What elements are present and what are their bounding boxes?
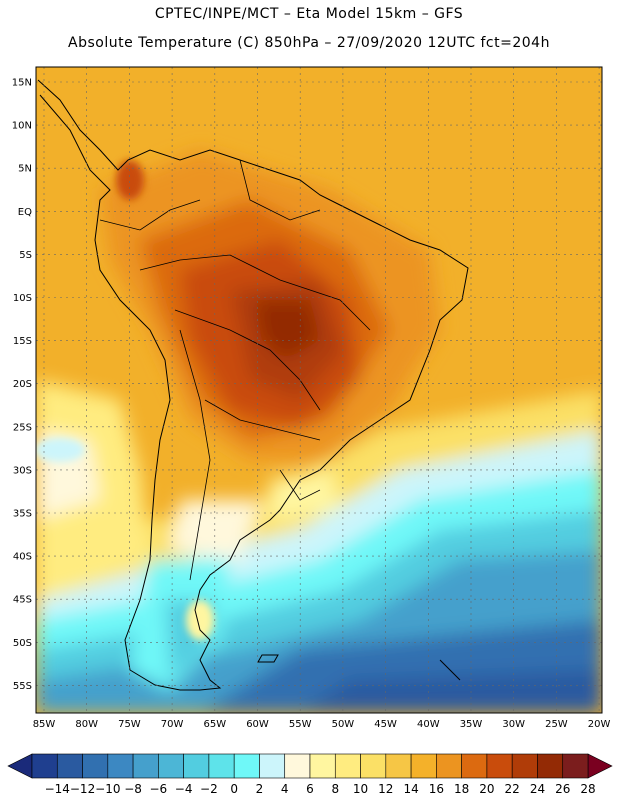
latitude-label: 5S [19,250,32,261]
latitude-label: EQ [18,207,32,218]
colorbar-swatch [259,753,286,779]
colorbar-swatch [410,753,437,779]
longitude-label: 20W [588,719,611,730]
longitude-label: 75W [118,719,141,730]
colorbar-label: −6 [150,782,168,796]
colorbar-label: 6 [306,782,314,796]
colorbar-swatch [233,753,260,779]
longitude-label: 70W [161,719,184,730]
longitude-label: 55W [289,719,312,730]
colorbar-label: 28 [580,782,595,796]
colorbar-over-arrow [587,753,613,779]
coastline [37,79,469,691]
longitude-label: 80W [75,719,98,730]
latitude-label: 10N [12,121,32,132]
map-title: CPTEC/INPE/MCT – Eta Model 15km – GFS [154,6,464,22]
colorbar-label: −12 [70,782,95,796]
colorbar-label: 4 [281,782,289,796]
longitude-label: 85W [33,719,56,730]
longitude-label: 45W [374,719,397,730]
longitude-label: 35W [460,719,483,730]
colorbar-swatch [183,753,210,779]
colorbar-swatch [309,753,336,779]
colorbar-swatch [158,753,184,779]
longitude-label: 65W [203,719,226,730]
colorbar-swatch [132,753,159,779]
latitude-label: 35S [13,509,32,520]
country-borders [99,159,371,581]
colorbar-label: 10 [353,782,368,796]
latitude-label: 5N [18,164,32,175]
latitude-label: 15N [12,78,32,89]
colorbar-label: 14 [403,782,418,796]
map-subtitle: Absolute Temperature (C) 850hPa – 27/09/… [68,35,550,51]
colorbar-label: 12 [378,782,393,796]
longitude-label: 30W [502,719,525,730]
colorbar-label: 18 [454,782,469,796]
longitude-label: 50W [332,719,355,730]
latitude-label: 20S [13,379,32,390]
latitude-label: 40S [13,552,32,563]
colorbar-label: 24 [530,782,545,796]
colorbar-label: 0 [230,782,238,796]
colorbar-swatch [486,753,513,779]
latitude-label: 30S [13,465,32,476]
colorbar-label: 8 [331,782,339,796]
lat-lon-grid [36,67,602,713]
latitude-label: 55S [13,681,32,692]
colorbar-label: −10 [95,782,120,796]
map-frame [35,66,603,714]
colorbar-label: 22 [505,782,520,796]
colorbar-label: −2 [200,782,218,796]
colorbar-label: 16 [429,782,444,796]
colorbar-label: −14 [45,782,70,796]
temperature-field [36,67,602,713]
colorbar-swatch [31,753,58,779]
colorbar-label: 2 [256,782,264,796]
colorbar-swatch [56,753,83,779]
colorbar-under-arrow [7,753,33,779]
colorbar-swatch [208,753,235,779]
latitude-label: 45S [13,595,32,606]
colorbar-swatch [360,753,387,779]
colorbar-swatch [284,753,311,779]
longitude-labels: 85W 80W 75W 70W 65W 60W 55W 50W 45W 40W 35W 30W 25W 2… [33,719,611,730]
colorbar-swatch [436,753,462,779]
colorbar: −14 −12 −10 −8 −6 −4 −2 0 2 4 6 8 10 12 14 16 18 20 22 24 26… [7,753,613,796]
latitude-label: 50S [13,638,32,649]
latitude-label: 15S [13,336,32,347]
colorbar-swatch [82,753,109,779]
colorbar-swatch [385,753,412,779]
colorbar-label: 26 [555,782,570,796]
colorbar-swatch [334,753,361,779]
colorbar-swatch [107,753,134,779]
colorbar-label: −4 [175,782,193,796]
colorbar-label: −8 [124,782,142,796]
colorbar-swatch [562,753,589,779]
colorbar-label: 20 [479,782,494,796]
longitude-label: 25W [545,719,568,730]
colorbar-swatch [461,753,488,779]
longitude-label: 60W [246,719,269,730]
latitude-label: 10S [13,293,32,304]
colorbar-swatch [537,753,564,779]
latitude-labels: 15N 10N 5N EQ 5S 10S 15S 20S 25S 30S 35S 40S 45S 50S 5… [12,78,32,692]
latitude-label: 25S [13,422,32,433]
longitude-label: 40W [417,719,440,730]
colorbar-swatch [511,753,538,779]
